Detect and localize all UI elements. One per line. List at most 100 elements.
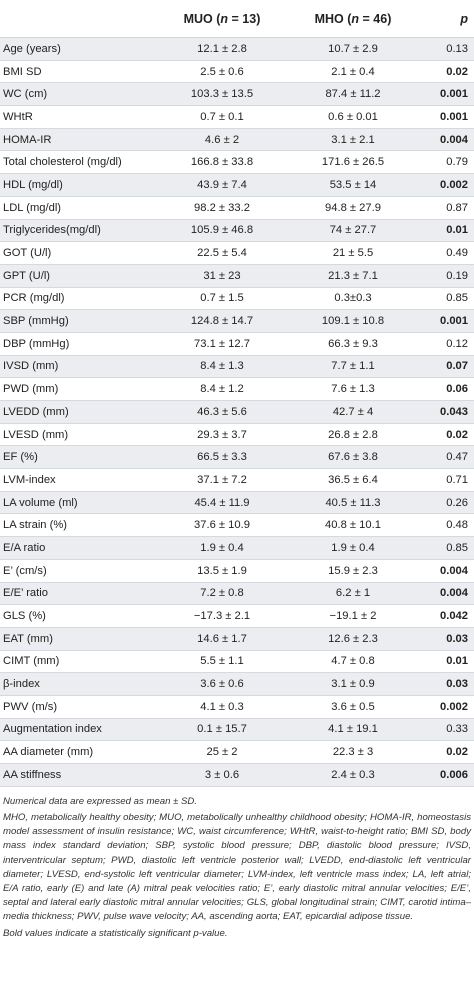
row-label: β-index	[0, 672, 157, 696]
table-figure: MUO (n = 13) MHO (n = 46) p Age (years) 1…	[0, 0, 474, 941]
footnote-bold: Bold values indicate a statistically sig…	[3, 927, 228, 939]
row-label: PWD (mm)	[0, 377, 157, 401]
mho-value: 66.3 ± 9.3	[287, 332, 419, 356]
p-value: 0.79	[419, 150, 474, 175]
muo-value: 37.1 ± 7.2	[157, 468, 287, 492]
p-value: 0.49	[419, 241, 474, 265]
mho-value: 3.1 ± 2.1	[287, 128, 419, 152]
p-value: 0.26	[419, 491, 474, 515]
muo-value: 0.7 ± 1.5	[157, 287, 287, 311]
table-row: SBP (mmHg) 124.8 ± 14.7 109.1 ± 10.8 0.001	[0, 309, 474, 333]
row-label: IVSD (mm)	[0, 355, 157, 379]
header-muo: MUO (n = 13)	[157, 0, 287, 38]
mho-value: 171.6 ± 26.5	[287, 150, 419, 175]
footnote-abbreviations: MHO, metabolically healthy obesity; MUO,…	[3, 811, 471, 923]
p-value: 0.004	[419, 128, 474, 152]
row-label: E/E’ ratio	[0, 582, 157, 606]
muo-value: 166.8 ± 33.8	[157, 150, 287, 175]
row-label: Age (years)	[0, 37, 157, 61]
row-label: BMI SD	[0, 60, 157, 84]
p-value: 0.06	[419, 377, 474, 401]
mho-value: 21.3 ± 7.1	[287, 264, 419, 288]
row-label: PCR (mg/dl)	[0, 287, 157, 311]
muo-value: 7.2 ± 0.8	[157, 582, 287, 606]
table-row: IVSD (mm) 8.4 ± 1.3 7.7 ± 1.1 0.07	[0, 355, 474, 379]
mho-value: 3.6 ± 0.5	[287, 695, 419, 719]
p-value: 0.19	[419, 264, 474, 288]
mho-value: 4.1 ± 19.1	[287, 718, 419, 742]
p-value: 0.01	[419, 650, 474, 674]
table-row: GPT (U/l) 31 ± 23 21.3 ± 7.1 0.19	[0, 264, 474, 288]
header-mho: MHO (n = 46)	[287, 0, 419, 38]
p-value: 0.48	[419, 513, 474, 538]
muo-value: 0.7 ± 0.1	[157, 105, 287, 129]
muo-value: 8.4 ± 1.2	[157, 377, 287, 401]
p-value: 0.006	[419, 763, 474, 787]
mho-value: 10.7 ± 2.9	[287, 37, 419, 61]
table-footnotes: Numerical data are expressed as mean ± S…	[0, 787, 474, 941]
table-row: AA stiffness 3 ± 0.6 2.4 ± 0.3 0.006	[0, 763, 474, 787]
muo-value: 4.6 ± 2	[157, 128, 287, 152]
row-label: CIMT (mm)	[0, 650, 157, 674]
table-row: GOT (U/l) 22.5 ± 5.4 21 ± 5.5 0.49	[0, 241, 474, 265]
p-value: 0.47	[419, 445, 474, 470]
table-row: E’ (cm/s) 13.5 ± 1.9 15.9 ± 2.3 0.004	[0, 559, 474, 583]
p-value: 0.33	[419, 718, 474, 742]
row-label: LDL (mg/dl)	[0, 196, 157, 220]
p-value: 0.07	[419, 355, 474, 379]
table-row: HOMA-IR 4.6 ± 2 3.1 ± 2.1 0.004	[0, 128, 474, 152]
table-row: Augmentation index 0.1 ± 15.7 4.1 ± 19.1 0.…	[0, 718, 474, 742]
mho-value: 42.7 ± 4	[287, 400, 419, 424]
table-row: LVESD (mm) 29.3 ± 3.7 26.8 ± 2.8 0.02	[0, 423, 474, 447]
mho-value: 53.5 ± 14	[287, 173, 419, 197]
row-label: HDL (mg/dl)	[0, 173, 157, 197]
p-value: 0.13	[419, 37, 474, 61]
muo-value: 3 ± 0.6	[157, 763, 287, 787]
footnote-data-format: Numerical data are expressed as mean ± S…	[3, 795, 198, 807]
p-value: 0.01	[419, 219, 474, 243]
row-label: GPT (U/l)	[0, 264, 157, 288]
mho-value: 67.6 ± 3.8	[287, 445, 419, 470]
table-row: HDL (mg/dl) 43.9 ± 7.4 53.5 ± 14 0.002	[0, 173, 474, 197]
muo-value: 12.1 ± 2.8	[157, 37, 287, 61]
muo-value: 13.5 ± 1.9	[157, 559, 287, 583]
table-row: LA volume (ml) 45.4 ± 11.9 40.5 ± 11.3 0.26	[0, 491, 474, 515]
mho-value: 40.8 ± 10.1	[287, 513, 419, 538]
table-row: Triglycerides(mg/dl) 105.9 ± 46.8 74 ± 27.…	[0, 219, 474, 243]
muo-value: 73.1 ± 12.7	[157, 332, 287, 356]
p-value: 0.004	[419, 582, 474, 606]
table-row: AA diameter (mm) 25 ± 2 22.3 ± 3 0.02	[0, 740, 474, 764]
muo-value: 14.6 ± 1.7	[157, 627, 287, 651]
row-label: E’ (cm/s)	[0, 559, 157, 583]
mho-value: −19.1 ± 2	[287, 604, 419, 628]
muo-value: 5.5 ± 1.1	[157, 650, 287, 674]
row-label: LA volume (ml)	[0, 491, 157, 515]
muo-value: 103.3 ± 13.5	[157, 82, 287, 107]
table-row: β-index 3.6 ± 0.6 3.1 ± 0.9 0.03	[0, 672, 474, 696]
muo-value: 98.2 ± 33.2	[157, 196, 287, 220]
p-value: 0.004	[419, 559, 474, 583]
row-label: WC (cm)	[0, 82, 157, 107]
table-row: LVEDD (mm) 46.3 ± 5.6 42.7 ± 4 0.043	[0, 400, 474, 424]
muo-value: 29.3 ± 3.7	[157, 423, 287, 447]
muo-value: 45.4 ± 11.9	[157, 491, 287, 515]
mho-value: 15.9 ± 2.3	[287, 559, 419, 583]
table-row: Age (years) 12.1 ± 2.8 10.7 ± 2.9 0.13	[0, 37, 474, 61]
table-row: PWD (mm) 8.4 ± 1.2 7.6 ± 1.3 0.06	[0, 377, 474, 401]
mho-value: 87.4 ± 11.2	[287, 82, 419, 107]
muo-value: 3.6 ± 0.6	[157, 672, 287, 696]
table-row: LA strain (%) 37.6 ± 10.9 40.8 ± 10.1 0.48	[0, 513, 474, 538]
muo-value: −17.3 ± 2.1	[157, 604, 287, 628]
muo-value: 2.5 ± 0.6	[157, 60, 287, 84]
row-label: WHtR	[0, 105, 157, 129]
table-row: PWV (m/s) 4.1 ± 0.3 3.6 ± 0.5 0.002	[0, 695, 474, 719]
p-value: 0.85	[419, 536, 474, 560]
row-label: Triglycerides(mg/dl)	[0, 219, 157, 243]
muo-value: 66.5 ± 3.3	[157, 445, 287, 470]
p-value: 0.12	[419, 332, 474, 356]
p-value: 0.85	[419, 287, 474, 311]
p-value: 0.002	[419, 695, 474, 719]
muo-value: 22.5 ± 5.4	[157, 241, 287, 265]
table-row: WC (cm) 103.3 ± 13.5 87.4 ± 11.2 0.001	[0, 82, 474, 107]
table-row: EF (%) 66.5 ± 3.3 67.6 ± 3.8 0.47	[0, 445, 474, 470]
